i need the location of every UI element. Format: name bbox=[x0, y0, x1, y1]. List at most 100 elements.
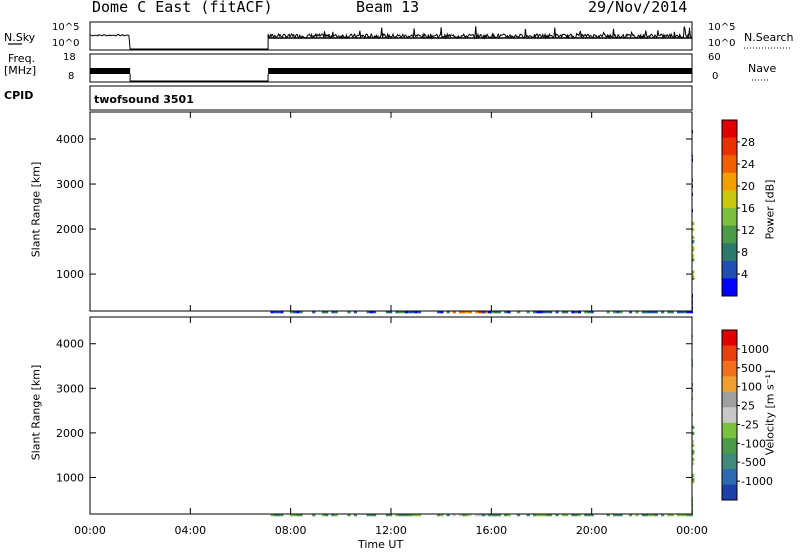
power-echo-cell bbox=[577, 310, 581, 314]
power-echo-cell bbox=[280, 310, 284, 314]
power-echo-cell bbox=[689, 310, 693, 314]
nsearch-label: N.Search bbox=[744, 31, 794, 44]
power-echo-cell bbox=[691, 240, 695, 244]
power-echo-cell bbox=[408, 310, 412, 314]
power-echo-cell bbox=[465, 310, 469, 314]
freq-panel bbox=[90, 68, 692, 82]
freq-tick-low: 8 bbox=[68, 71, 75, 82]
power-echo-cell bbox=[651, 310, 655, 314]
power-echo-cell bbox=[590, 310, 594, 314]
power-echo-cell bbox=[561, 310, 565, 314]
nsky-trace bbox=[89, 26, 692, 50]
power-echo-cell bbox=[691, 258, 695, 262]
power-echo-cell bbox=[321, 310, 325, 314]
power-echo-cell bbox=[395, 310, 399, 314]
power-echo-cell bbox=[691, 276, 695, 280]
noise-tick-low-left: 10^0 bbox=[52, 38, 80, 49]
power-echo-cell bbox=[691, 221, 695, 226]
power-echo-cell bbox=[691, 274, 695, 278]
radar-title: Dome C East (fitACF) bbox=[92, 0, 273, 16]
power-echo-cell bbox=[539, 310, 543, 314]
time-axis-label: Time UT bbox=[358, 538, 404, 551]
power-echo-cell bbox=[648, 310, 652, 314]
power-echo-cell bbox=[289, 310, 293, 314]
power-echo-cell bbox=[549, 310, 553, 314]
power-echo-cell bbox=[526, 310, 530, 314]
power-echo-cell bbox=[629, 310, 633, 314]
velocity-echo-cell bbox=[475, 513, 479, 517]
power-echo-cell bbox=[385, 310, 389, 314]
power-echo-cell bbox=[478, 310, 482, 314]
noise-tick-high-left: 10^5 bbox=[52, 22, 80, 33]
power-echo-cell bbox=[273, 310, 277, 314]
power-echo-cell bbox=[635, 310, 639, 314]
power-echo-cell bbox=[654, 310, 658, 314]
power-echo-cell bbox=[353, 310, 357, 314]
power-echo-cell bbox=[293, 310, 297, 314]
noise-tick-high-right: 10^5 bbox=[708, 22, 736, 33]
power-echo-cell bbox=[565, 310, 569, 314]
power-echo-cell bbox=[613, 310, 617, 314]
freq-label-1: Freq. bbox=[8, 52, 36, 65]
power-echo-cell bbox=[691, 227, 695, 232]
noise-tick-low-right: 10^0 bbox=[708, 38, 736, 49]
power-echo-cell bbox=[691, 246, 695, 250]
power-echo-cell bbox=[488, 310, 492, 314]
power-echo-cell bbox=[691, 236, 695, 240]
power-echo-cell bbox=[691, 254, 695, 258]
power-echo-cell bbox=[296, 310, 300, 314]
power-echo-cell bbox=[661, 310, 665, 314]
power-echo-cell bbox=[440, 310, 444, 314]
nave-label: Nave bbox=[748, 62, 777, 75]
power-echo-cell bbox=[536, 310, 540, 314]
velocity-echo-cell bbox=[452, 513, 456, 517]
power-echo-cell bbox=[401, 310, 405, 314]
power-echo-cell bbox=[334, 310, 338, 314]
power-echo-cell bbox=[542, 310, 546, 314]
nave-trace bbox=[129, 74, 269, 82]
power-echo-cell bbox=[369, 310, 373, 314]
cpid-value: twofsound 3501 bbox=[94, 93, 194, 106]
power-echo-cell bbox=[691, 270, 695, 274]
power-echo-cell bbox=[587, 310, 591, 314]
power-echo-cell bbox=[347, 310, 351, 314]
velocity-echo-cell bbox=[465, 513, 469, 517]
power-echo-cell bbox=[414, 310, 418, 314]
power-echo-cell bbox=[411, 310, 415, 314]
beam-label: Beam 13 bbox=[356, 0, 420, 16]
power-echo-cell bbox=[462, 310, 466, 314]
power-echo-cell bbox=[491, 310, 495, 314]
power-echo-cell bbox=[574, 310, 578, 314]
power-echo-cell bbox=[277, 310, 281, 314]
power-echo-cell bbox=[619, 310, 623, 314]
noise-panel bbox=[89, 26, 692, 50]
nave-tick-high: 60 bbox=[708, 52, 721, 63]
power-echo-cell bbox=[507, 310, 511, 314]
power-echo-cell bbox=[677, 310, 681, 314]
power-echo-cell bbox=[667, 310, 671, 314]
power-echo-cell bbox=[437, 310, 441, 314]
velocity-echo-cell bbox=[462, 513, 466, 517]
power-echo-cell bbox=[446, 310, 450, 314]
cpid-label: CPID bbox=[4, 89, 34, 102]
nave-tick-low: 0 bbox=[712, 71, 719, 82]
power-echo-cell bbox=[481, 310, 485, 314]
power-echo-cell bbox=[606, 310, 610, 314]
power-echo-cell bbox=[468, 310, 472, 314]
power-echo-cell bbox=[366, 310, 370, 314]
power-echo-cell bbox=[331, 310, 335, 314]
power-echo-cell bbox=[504, 310, 508, 314]
power-echo-cell bbox=[683, 310, 687, 314]
date-label: 29/Nov/2014 bbox=[588, 0, 688, 16]
velocity-echo-cell bbox=[459, 513, 463, 517]
power-echo-cell bbox=[484, 310, 488, 314]
power-echo-cell bbox=[494, 310, 498, 314]
power-echo-cell bbox=[299, 310, 303, 314]
power-echo-cell bbox=[641, 310, 645, 314]
power-echo-cell bbox=[533, 310, 537, 314]
power-echo-cell bbox=[555, 310, 559, 314]
power-echo-cell bbox=[475, 310, 479, 314]
power-echo-cell bbox=[616, 310, 620, 314]
